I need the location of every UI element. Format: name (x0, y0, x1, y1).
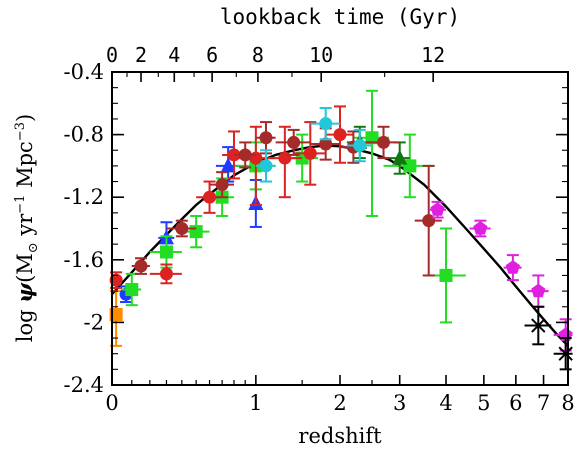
circle-marker (422, 214, 436, 228)
data-point (255, 149, 276, 183)
square-marker (403, 159, 417, 173)
circle-marker (175, 222, 189, 235)
x-tick-label: 4 (439, 391, 452, 415)
y-title-part-mpc: Mpc (13, 141, 37, 194)
circle-marker (319, 117, 333, 131)
circle-marker (259, 159, 273, 173)
top-tick-label: 12 (421, 43, 445, 67)
data-point (310, 106, 340, 141)
data-point (275, 128, 311, 156)
y-tick-label: -0.8 (64, 123, 105, 147)
circle-marker (259, 131, 273, 145)
y-title-part-psi: ψ (12, 282, 37, 303)
y-tick-label: -2 (84, 310, 104, 334)
circle-marker (278, 151, 292, 165)
circle-marker (287, 135, 301, 149)
x-tick-label: 7 (537, 391, 550, 415)
pentagon-marker (531, 283, 546, 298)
x-tick-label: 2 (333, 391, 346, 415)
x-tick-label: 6 (509, 391, 522, 415)
y-title-part-mass: (M (13, 253, 37, 283)
y-title-part-close: ) (13, 114, 37, 122)
data-point (149, 235, 182, 269)
x-tick-label: 3 (393, 391, 406, 415)
square-marker (125, 283, 139, 297)
data-point (149, 263, 182, 285)
top-axis-title: lookback time (Gyr) (220, 5, 460, 29)
data-point (424, 227, 466, 324)
axis-ticks-layer: 0 1 2 3 4 5 6 7 8-2.4-2-1.6-1.2-0.8-0.40 2 4 6 8 10 12 (64, 43, 575, 415)
data-point (131, 257, 150, 275)
data-point (428, 200, 447, 219)
circle-marker (215, 178, 229, 192)
top-tick-label: 10 (309, 43, 333, 67)
data-point (293, 121, 326, 186)
data-point (166, 219, 197, 238)
square-marker (189, 225, 203, 239)
y-tick-label: -1.2 (64, 185, 105, 209)
y-tick-label: -2.4 (64, 373, 105, 397)
square-marker (159, 245, 173, 259)
y-axis-title: log ψ(M⊙ yr−1 Mpc−3) (12, 114, 41, 342)
y-tick-label: -1.6 (64, 248, 105, 272)
y-title-part-log: log (13, 303, 37, 342)
x-tick-label: 8 (561, 391, 574, 415)
x-tick-label: 1 (249, 391, 262, 415)
data-point (503, 254, 522, 282)
data-point (325, 105, 354, 164)
data-point (469, 219, 491, 238)
top-tick-label: 8 (252, 43, 264, 67)
x-tick-label: 0 (105, 391, 118, 415)
x-tick-label: 5 (477, 391, 490, 415)
pentagon-marker (430, 202, 445, 216)
circle-marker (134, 259, 148, 273)
fit-curve-layer (111, 144, 569, 347)
circle-marker (303, 146, 317, 160)
y-title-part-mpc-exp: −3 (13, 122, 28, 141)
fit-curve (111, 144, 569, 347)
y-title-part-sun: ⊙ (26, 242, 41, 253)
top-tick-label: 2 (135, 43, 147, 67)
circle-marker (159, 267, 173, 281)
triangle-marker (220, 157, 236, 173)
circle-marker (353, 139, 367, 153)
data-point (196, 180, 223, 214)
pentagon-marker (505, 260, 520, 274)
square-marker (439, 268, 453, 282)
data-point (346, 128, 372, 163)
circle-marker (319, 137, 333, 151)
pentagon-marker (473, 221, 488, 235)
square-marker (365, 131, 379, 145)
top-tick-label: 0 (106, 43, 118, 67)
data-point (209, 171, 234, 199)
y-tick-label: -0.4 (64, 60, 105, 84)
circle-marker (203, 190, 217, 204)
triangle-marker (392, 149, 408, 165)
cross-marker-stroke (531, 318, 546, 333)
top-tick-label: 4 (168, 43, 180, 67)
y-title-part-yr-exp: −1 (13, 195, 28, 214)
data-point (524, 305, 552, 346)
circle-marker (333, 128, 347, 142)
data-points-layer (109, 89, 573, 371)
top-tick-label: 6 (206, 43, 218, 67)
data-point (122, 272, 142, 307)
x-axis-title: redshift (298, 424, 382, 448)
data-point (233, 141, 256, 169)
y-title-part-yr: yr (13, 213, 37, 243)
circle-marker (377, 135, 391, 149)
data-point (365, 125, 400, 160)
circle-marker (238, 148, 252, 162)
